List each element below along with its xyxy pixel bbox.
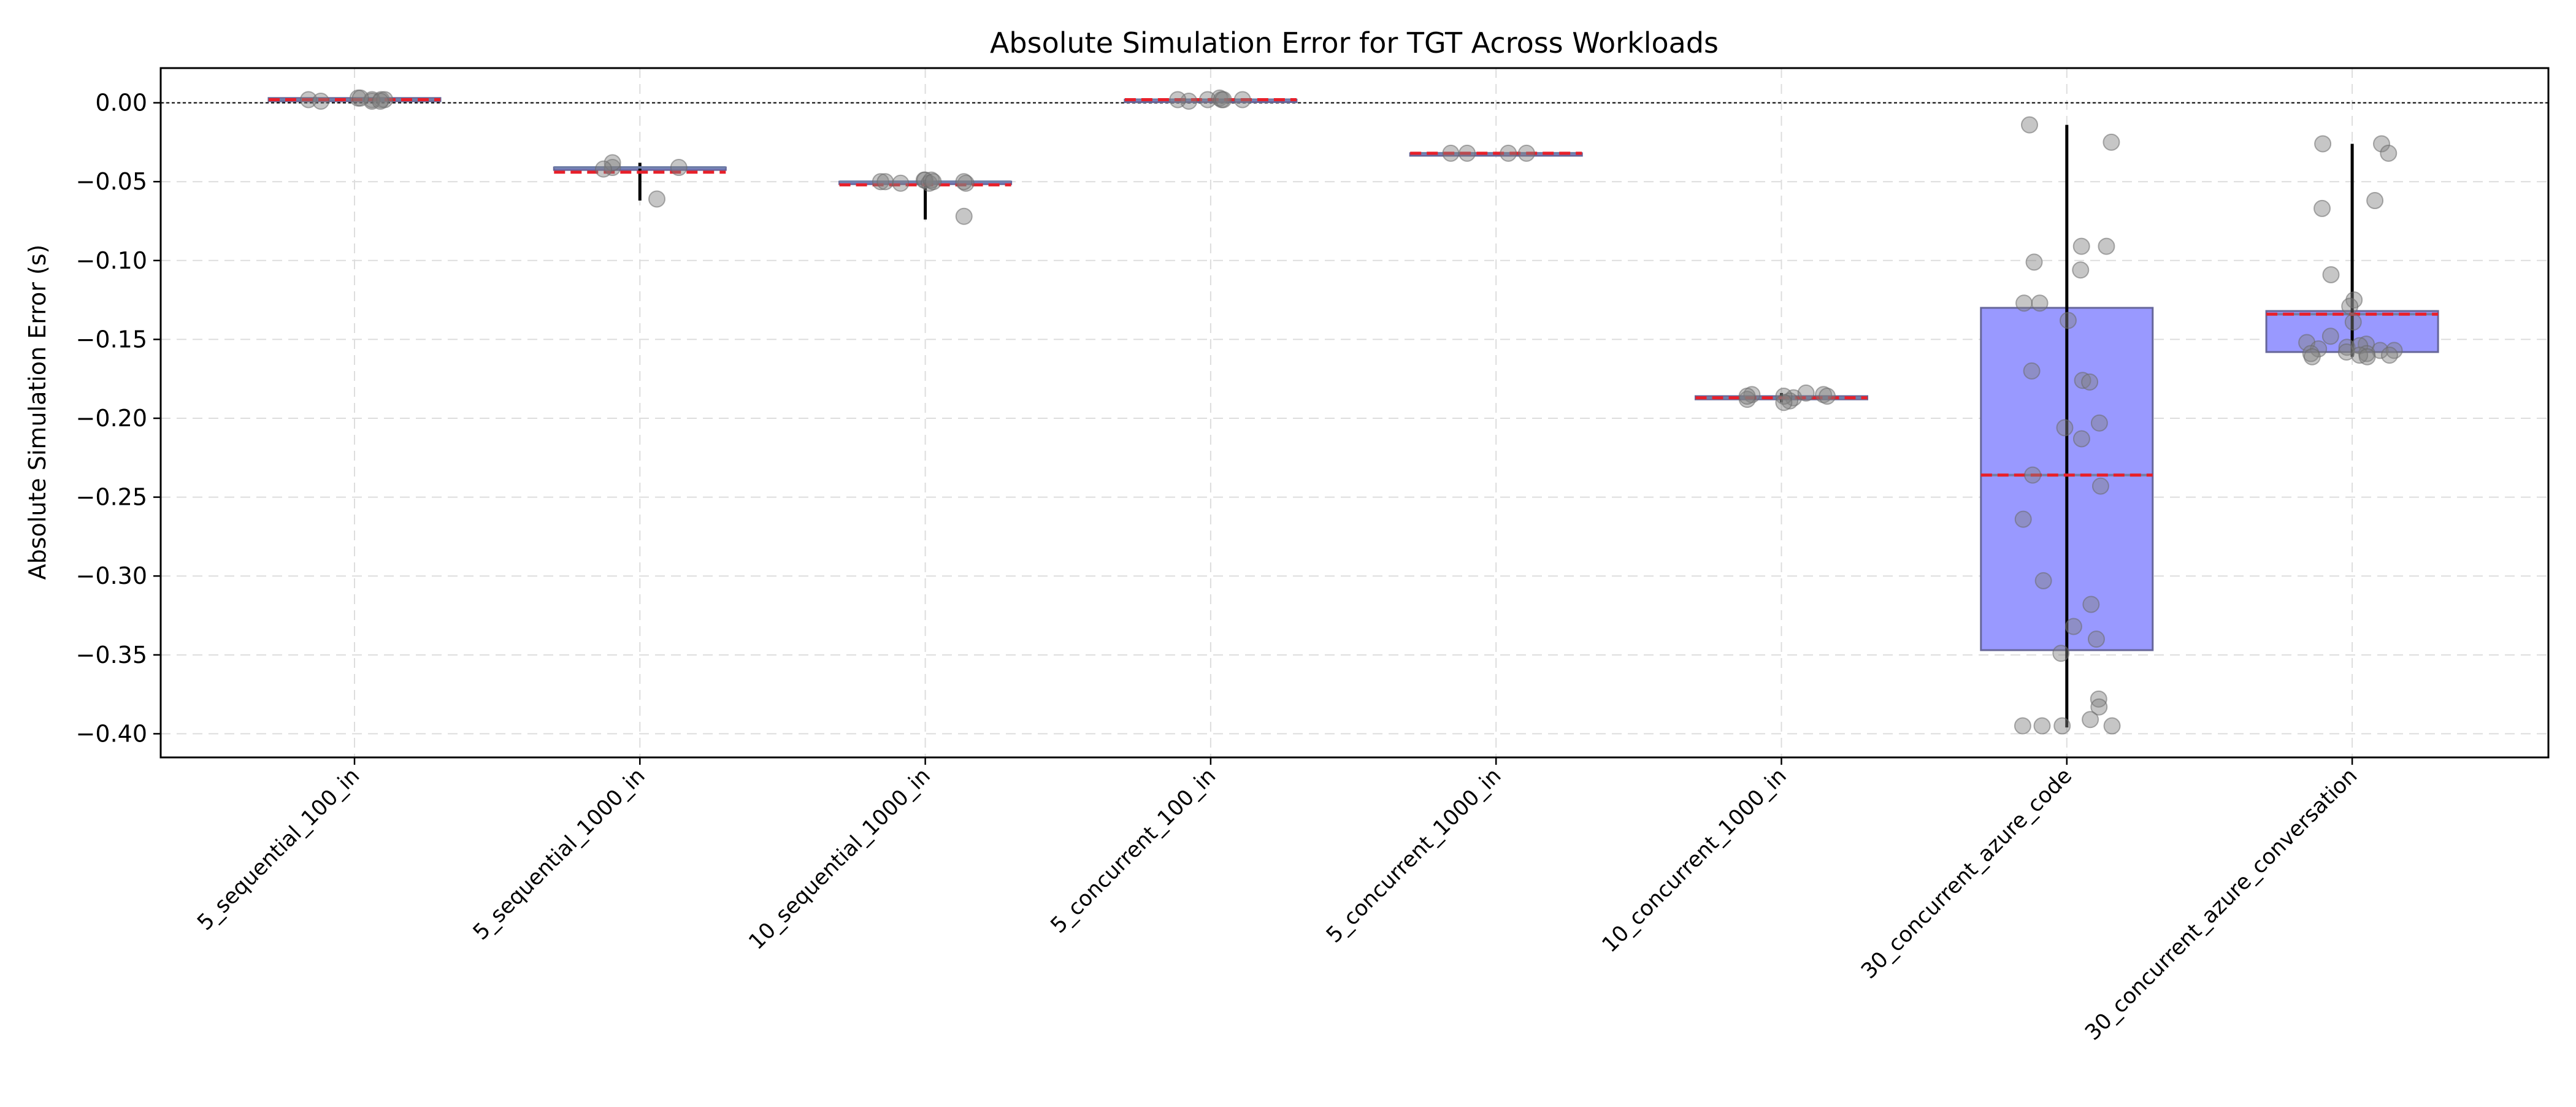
data-point <box>670 159 688 177</box>
data-point <box>1775 387 1793 405</box>
data-point <box>2059 312 2077 329</box>
data-point <box>2034 572 2052 589</box>
data-point <box>2064 618 2082 635</box>
y-axis-label: Absolute Simulation Error (s) <box>24 245 51 580</box>
data-point <box>2380 347 2398 364</box>
boxes <box>267 97 2439 728</box>
y-tick-label: −0.35 <box>76 642 147 668</box>
data-point <box>2314 135 2332 153</box>
chart-title: Absolute Simulation Error for TGT Across… <box>990 26 1719 59</box>
data-point <box>2358 348 2376 366</box>
data-point <box>2380 144 2398 162</box>
data-point <box>594 160 612 178</box>
data-point <box>1775 394 1793 412</box>
data-point <box>372 93 389 110</box>
data-point <box>2103 133 2120 151</box>
data-point <box>2341 297 2359 315</box>
data-point <box>2344 313 2362 331</box>
data-point <box>2338 339 2356 356</box>
x-tick-label: 5_sequential_1000_in <box>469 764 650 945</box>
x-tick-label: 5_concurrent_100_in <box>1046 764 1221 938</box>
data-point <box>892 174 910 192</box>
data-point <box>2053 717 2071 735</box>
data-point <box>955 207 973 225</box>
data-point <box>2014 717 2031 735</box>
data-point <box>1459 144 1476 162</box>
data-point <box>2337 343 2355 361</box>
data-point <box>2091 477 2109 495</box>
data-point <box>1738 387 1756 405</box>
data-point <box>2090 414 2108 432</box>
data-point <box>2303 348 2321 366</box>
data-point <box>2052 645 2070 662</box>
data-point <box>351 89 369 107</box>
y-tick-label: −0.25 <box>76 484 147 511</box>
data-point <box>1442 144 1460 162</box>
data-point <box>2072 261 2090 279</box>
data-point <box>1517 144 1535 162</box>
data-point <box>2082 596 2100 613</box>
y-tick-label: −0.15 <box>76 326 147 353</box>
x-tick-label: 30_concurrent_azure_conversation <box>2080 764 2362 1045</box>
data-point <box>2023 362 2041 380</box>
plot-frame <box>159 67 2550 759</box>
data-point <box>2024 466 2042 484</box>
data-point <box>2082 711 2099 729</box>
data-point <box>2087 630 2105 648</box>
y-tick-label: −0.30 <box>76 562 147 589</box>
y-tick-label: −0.40 <box>76 720 147 747</box>
data-point <box>2072 430 2090 448</box>
y-tick-label: 0.00 <box>95 90 147 117</box>
data-point <box>300 91 317 109</box>
data-point <box>872 173 889 191</box>
data-point <box>2313 199 2331 217</box>
data-point <box>2020 116 2038 134</box>
data-point <box>2033 717 2051 735</box>
grid-lines <box>161 68 2548 757</box>
data-point <box>2056 419 2074 437</box>
axes <box>153 67 2550 765</box>
data-point <box>1797 384 1815 402</box>
x-tick-label: 5_concurrent_1000_in <box>1322 764 1506 948</box>
data-point <box>1500 144 1517 162</box>
data-point <box>2072 237 2090 255</box>
data-point <box>1169 91 1187 109</box>
data-point <box>2025 253 2043 271</box>
data-point <box>1233 91 1251 109</box>
x-tick-labels: 5_sequential_100_in 5_sequential_1000_in 1… <box>193 764 2362 1045</box>
data-point <box>2081 373 2099 391</box>
data-point <box>312 93 330 110</box>
data-point <box>604 154 621 172</box>
data-point <box>924 173 942 191</box>
data-points <box>300 89 2403 735</box>
data-point <box>2090 698 2108 716</box>
data-point <box>2014 510 2032 528</box>
y-tick-label: −0.20 <box>76 405 147 432</box>
data-point <box>955 173 973 191</box>
x-tick-label: 5_sequential_100_in <box>193 764 364 935</box>
x-tick-label: 10_concurrent_1000_in <box>1598 764 1792 957</box>
y-tick-label: −0.10 <box>76 247 147 274</box>
y-tick-label: −0.05 <box>76 168 147 195</box>
x-tick-label: 10_sequential_1000_in <box>744 764 935 955</box>
y-tick-labels: 0.00 −0.05 −0.10 −0.15 −0.20 −0.25 −0.30 −0.35 −… <box>76 90 147 748</box>
data-point <box>2015 294 2033 312</box>
data-point <box>2098 237 2115 255</box>
data-point <box>2321 328 2339 345</box>
data-point <box>2322 266 2340 283</box>
x-tick-label: 30_concurrent_azure_code <box>1857 764 2077 984</box>
data-point <box>2031 294 2049 312</box>
data-point <box>876 173 894 191</box>
data-point <box>2372 135 2390 153</box>
data-point <box>1819 387 1836 405</box>
data-point <box>2103 717 2121 735</box>
data-point <box>1214 91 1232 109</box>
data-point <box>648 190 665 208</box>
data-point <box>2385 342 2403 359</box>
data-point <box>2366 192 2384 210</box>
data-point <box>2074 372 2091 389</box>
